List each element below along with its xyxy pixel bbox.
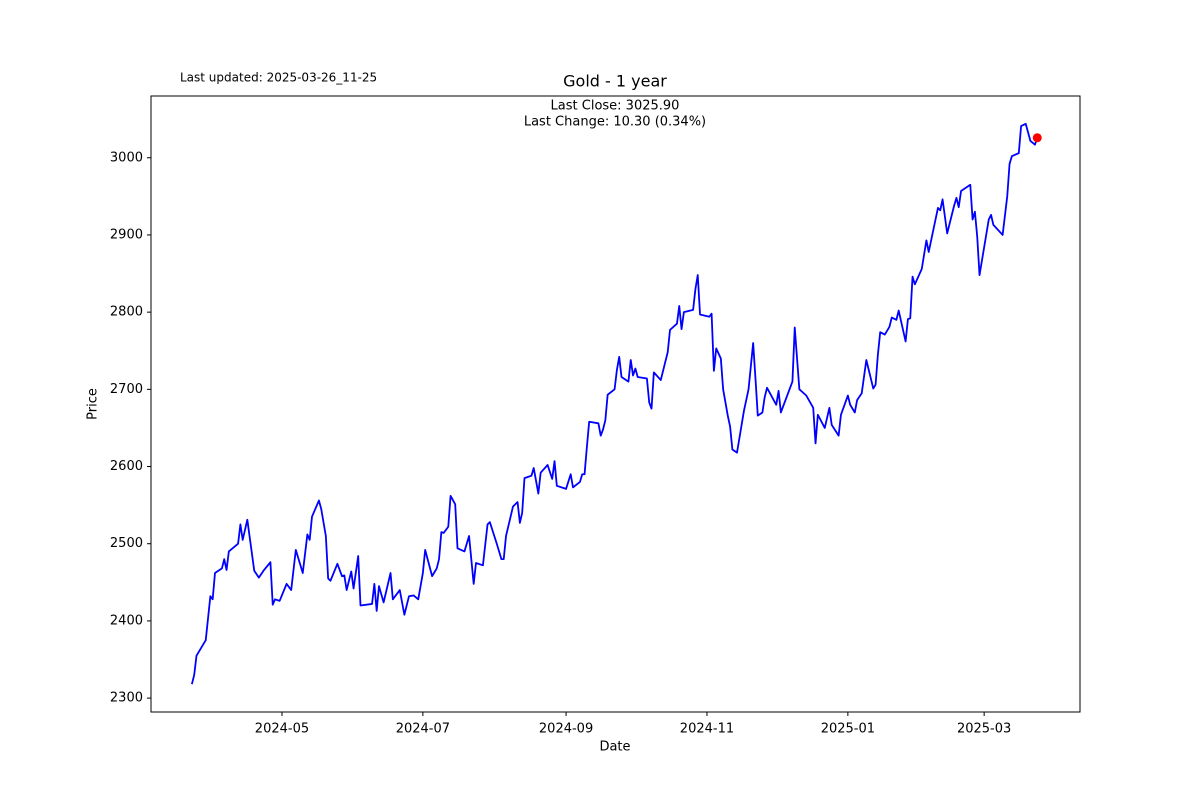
y-tick-label: 2400: [110, 613, 143, 628]
y-axis-label: Price: [86, 388, 101, 420]
x-tick-label: 2025-03: [957, 722, 1011, 737]
y-tick-label: 2300: [110, 691, 143, 706]
last-change: Last Change: 10.30 (0.34%): [524, 115, 706, 130]
plot-frame: [150, 95, 1081, 713]
last-close: Last Close: 3025.90: [551, 99, 680, 114]
chart-title: Gold - 1 year: [563, 72, 667, 91]
x-tick-label: 2024-09: [539, 722, 593, 737]
y-tick-label: 3000: [110, 150, 143, 165]
y-tick-label: 2900: [110, 227, 143, 242]
y-tick-label: 2600: [110, 459, 143, 474]
x-axis-label: Date: [599, 740, 630, 755]
y-tick-label: 2800: [110, 305, 143, 320]
x-tick-label: 2024-05: [255, 722, 309, 737]
price-line: [191, 122, 1039, 685]
x-tick-label: 2025-01: [821, 722, 875, 737]
last-updated: Last updated: 2025-03-26_11-25: [180, 71, 377, 85]
y-tick-label: 2500: [110, 536, 143, 551]
y-tick-label: 2700: [110, 382, 143, 397]
last-close-marker: [1032, 133, 1042, 143]
x-tick-label: 2024-07: [396, 722, 450, 737]
x-tick-label: 2024-11: [680, 722, 734, 737]
